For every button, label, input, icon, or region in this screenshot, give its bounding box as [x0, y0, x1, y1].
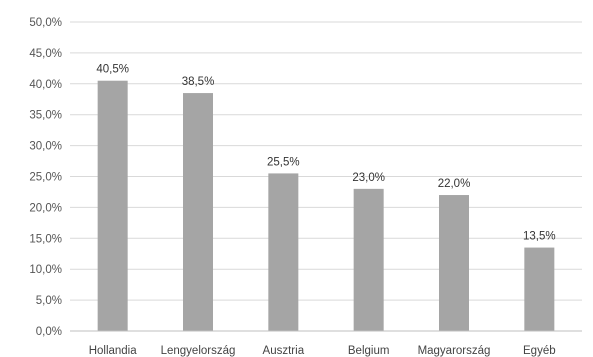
- bars: [97, 80, 555, 332]
- y-tick-label: 25,0%: [29, 172, 62, 184]
- x-category-label: Ausztria: [263, 345, 305, 357]
- data-labels: 40,5% 38,5% 25,5% 23,0% 22,0% 13,5%: [96, 64, 555, 243]
- data-label: 25,5%: [267, 156, 300, 168]
- x-category-label: Lengyelország: [161, 345, 236, 357]
- x-category-label: Egyéb: [523, 345, 556, 357]
- data-label: 40,5%: [96, 64, 129, 76]
- x-axis-category-labels: Hollandia Lengyelország Ausztria Belgium Mag…: [89, 345, 556, 357]
- y-tick-label: 5,0%: [36, 295, 62, 307]
- bar: [439, 195, 469, 331]
- y-tick-label: 20,0%: [29, 202, 62, 214]
- bar: [183, 93, 213, 331]
- x-category-label: Hollandia: [89, 345, 138, 357]
- y-tick-label: 0,0%: [36, 326, 62, 338]
- data-label: 38,5%: [182, 76, 215, 88]
- y-tick-label: 40,0%: [29, 79, 62, 91]
- bar: [268, 173, 299, 331]
- y-tick-label: 10,0%: [29, 264, 62, 276]
- bar: [353, 188, 384, 331]
- x-category-label: Magyarország: [418, 345, 491, 357]
- data-label: 23,0%: [352, 172, 385, 184]
- y-tick-label: 50,0%: [29, 17, 62, 29]
- data-label: 22,0%: [438, 178, 471, 190]
- data-label: 13,5%: [523, 231, 556, 243]
- bar: [97, 80, 128, 332]
- y-tick-label: 30,0%: [29, 141, 62, 153]
- bar: [524, 247, 555, 331]
- y-axis-tick-labels: 0,0% 5,0% 10,0% 15,0% 20,0% 25,0% 30,0% 35,0% 40…: [29, 17, 62, 338]
- y-tick-label: 35,0%: [29, 110, 62, 122]
- x-category-label: Belgium: [348, 345, 390, 357]
- y-tick-label: 45,0%: [29, 48, 62, 60]
- y-tick-label: 15,0%: [29, 233, 62, 245]
- gridlines: [70, 21, 582, 301]
